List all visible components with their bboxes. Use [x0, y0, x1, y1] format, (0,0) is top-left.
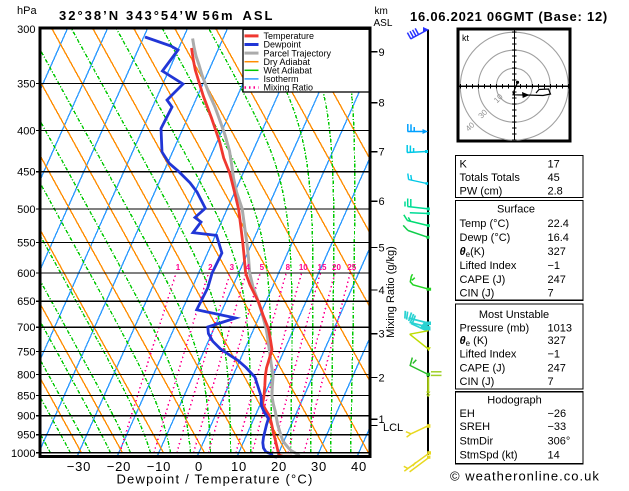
svg-text:6: 6 — [379, 196, 385, 208]
svg-text:1013: 1013 — [548, 323, 572, 335]
svg-text:850: 850 — [17, 391, 35, 403]
svg-text:CAPE (J): CAPE (J) — [460, 363, 506, 375]
svg-text:500: 500 — [17, 204, 35, 216]
svg-text:kt: kt — [462, 33, 470, 43]
svg-text:45: 45 — [548, 172, 560, 184]
svg-text:Most Unstable: Most Unstable — [479, 309, 549, 321]
svg-text:StmDir: StmDir — [460, 435, 494, 447]
svg-text:5: 5 — [379, 243, 385, 255]
svg-text:32°38’N: 32°38’N — [59, 8, 120, 23]
svg-text:2: 2 — [379, 372, 385, 384]
svg-text:7: 7 — [379, 147, 385, 159]
svg-text:650: 650 — [17, 296, 35, 308]
svg-text:9: 9 — [379, 47, 385, 59]
svg-text:950: 950 — [17, 430, 35, 442]
svg-text:4: 4 — [246, 263, 251, 272]
svg-text:θe (K): θe (K) — [460, 335, 488, 348]
svg-text:Lifted Index: Lifted Index — [460, 349, 517, 361]
svg-text:350: 350 — [17, 78, 35, 90]
svg-text:CAPE (J): CAPE (J) — [460, 274, 506, 286]
svg-text:−30: −30 — [67, 459, 91, 474]
svg-text:SREH: SREH — [460, 421, 491, 433]
svg-text:3: 3 — [379, 329, 385, 341]
svg-text:247: 247 — [548, 363, 566, 375]
svg-text:3: 3 — [230, 263, 235, 272]
svg-text:400: 400 — [17, 125, 35, 137]
svg-text:750: 750 — [17, 347, 35, 359]
svg-text:1: 1 — [176, 263, 181, 272]
svg-text:600: 600 — [17, 268, 35, 280]
svg-text:Lifted Index: Lifted Index — [460, 260, 517, 272]
svg-text:Hodograph: Hodograph — [487, 394, 541, 406]
svg-text:Surface: Surface — [497, 204, 535, 216]
svg-text:−1: −1 — [548, 260, 561, 272]
svg-text:900: 900 — [17, 411, 35, 423]
svg-text:40: 40 — [351, 459, 367, 474]
svg-text:8: 8 — [286, 263, 291, 272]
svg-text:Dewp (°C): Dewp (°C) — [460, 232, 511, 244]
svg-text:22.4: 22.4 — [548, 218, 569, 230]
svg-text:−33: −33 — [548, 421, 567, 433]
svg-text:θe(K): θe(K) — [460, 246, 485, 259]
svg-text:LCL: LCL — [383, 422, 403, 434]
svg-text:327: 327 — [548, 335, 566, 347]
svg-text:km: km — [375, 6, 388, 17]
svg-text:15: 15 — [318, 263, 327, 272]
svg-text:2: 2 — [208, 263, 213, 272]
svg-text:PW (cm): PW (cm) — [460, 185, 503, 197]
svg-text:1000: 1000 — [11, 448, 35, 460]
svg-text:7: 7 — [548, 376, 554, 388]
svg-text:300: 300 — [17, 24, 35, 36]
svg-text:16.06.2021 06GMT (Base: 12): 16.06.2021 06GMT (Base: 12) — [410, 9, 608, 24]
svg-text:700: 700 — [17, 322, 35, 334]
svg-text:Pressure (mb): Pressure (mb) — [460, 323, 530, 335]
svg-text:ASL: ASL — [374, 18, 393, 29]
svg-text:25: 25 — [347, 263, 356, 272]
svg-text:800: 800 — [17, 369, 35, 381]
svg-text:5: 5 — [260, 263, 265, 272]
svg-text:343°54’W: 343°54’W — [126, 8, 199, 23]
svg-text:247: 247 — [548, 274, 566, 286]
svg-text:K: K — [460, 159, 468, 171]
svg-text:450: 450 — [17, 167, 35, 179]
svg-text:8: 8 — [379, 98, 385, 110]
svg-text:7: 7 — [548, 288, 554, 300]
svg-text:EH: EH — [460, 408, 475, 420]
svg-text:StmSpd (kt): StmSpd (kt) — [460, 450, 518, 462]
svg-text:hPa: hPa — [17, 5, 37, 17]
svg-text:306°: 306° — [548, 435, 571, 447]
svg-text:56m: 56m — [203, 8, 235, 23]
svg-text:Dewpoint / Temperature (°C): Dewpoint / Temperature (°C) — [116, 472, 313, 487]
svg-text:−1: −1 — [548, 349, 561, 361]
svg-text:Mixing Ratio (g/kg): Mixing Ratio (g/kg) — [385, 246, 397, 338]
svg-text:550: 550 — [17, 237, 35, 249]
svg-text:Totals Totals: Totals Totals — [460, 172, 521, 184]
svg-text:327: 327 — [548, 246, 566, 258]
svg-text:CIN (J): CIN (J) — [460, 376, 495, 388]
svg-text:2.8: 2.8 — [548, 185, 563, 197]
svg-text:Temp (°C): Temp (°C) — [460, 218, 510, 230]
svg-text:© weatheronline.co.uk: © weatheronline.co.uk — [450, 469, 600, 484]
svg-text:4: 4 — [379, 285, 385, 297]
svg-text:20: 20 — [332, 263, 341, 272]
svg-text:CIN (J): CIN (J) — [460, 288, 495, 300]
svg-text:ASL: ASL — [243, 8, 275, 23]
svg-text:14: 14 — [548, 450, 560, 462]
svg-text:Mixing Ratio: Mixing Ratio — [264, 83, 314, 93]
svg-text:17: 17 — [548, 159, 560, 171]
svg-text:10: 10 — [299, 263, 308, 272]
svg-text:−26: −26 — [548, 408, 567, 420]
svg-text:16.4: 16.4 — [548, 232, 569, 244]
